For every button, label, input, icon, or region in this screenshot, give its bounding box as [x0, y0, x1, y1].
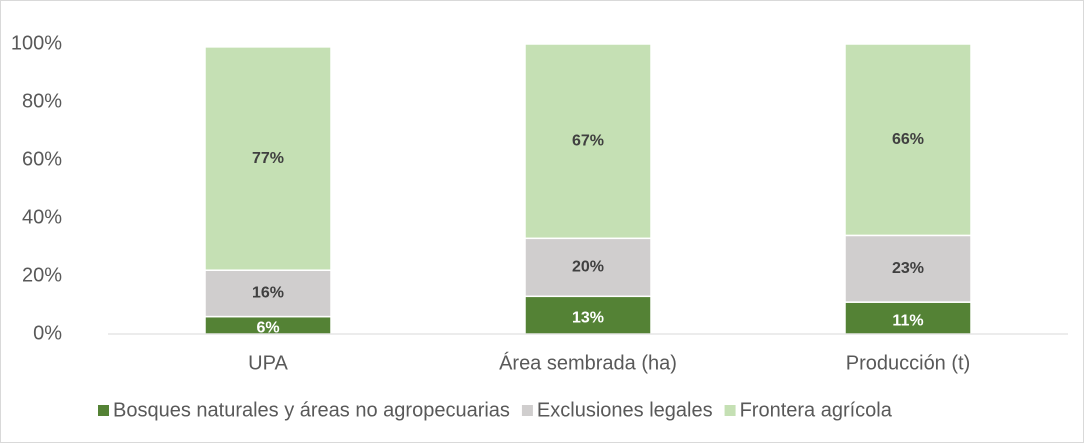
- data-label: 77%: [252, 150, 284, 167]
- data-label: 11%: [892, 312, 923, 329]
- y-tick-label: 20%: [22, 264, 62, 286]
- data-label: 23%: [892, 260, 924, 277]
- y-tick-label: 80%: [22, 90, 62, 112]
- x-tick-label: Área sembrada (ha): [499, 351, 677, 374]
- y-tick-label: 100%: [11, 32, 62, 54]
- legend-label: Exclusiones legales: [537, 399, 713, 421]
- legend-label: Bosques naturales y áreas no agropecuari…: [113, 399, 510, 421]
- data-label: 6%: [256, 320, 279, 337]
- legend-swatch: [521, 405, 533, 416]
- x-tick-label: UPA: [248, 352, 288, 374]
- y-tick-label: 0%: [33, 322, 62, 344]
- y-tick-label: 60%: [22, 148, 62, 170]
- data-label: 20%: [572, 259, 604, 276]
- bar-segment: [844, 43, 972, 237]
- bar-segment: [524, 237, 652, 298]
- legend-swatch: [98, 405, 109, 416]
- legend-label: Frontera agrícola: [740, 399, 893, 421]
- data-label: 67%: [572, 132, 604, 149]
- legend-swatch: [724, 405, 736, 416]
- bar-segment: [204, 46, 332, 271]
- data-label: 13%: [572, 309, 604, 326]
- y-tick-label: 40%: [22, 206, 62, 228]
- x-tick-label: Producción (t): [846, 352, 971, 374]
- data-label: 66%: [892, 131, 924, 148]
- bar-segment: [524, 43, 652, 240]
- data-label: 16%: [252, 285, 284, 302]
